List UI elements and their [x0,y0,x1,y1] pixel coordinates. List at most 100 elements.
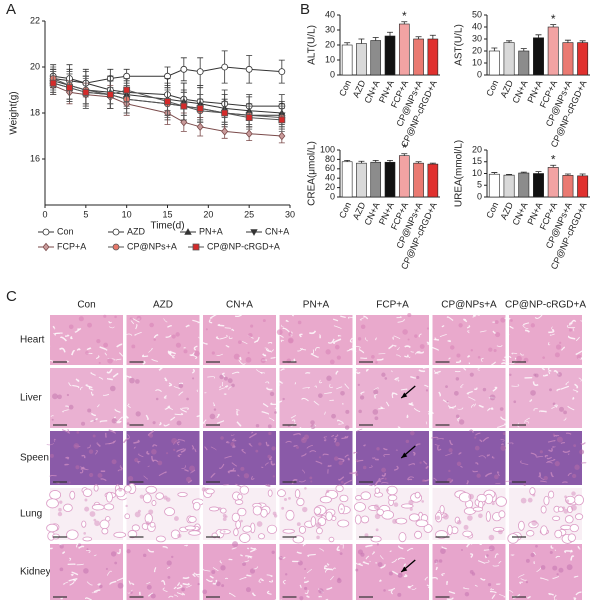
tissue-texture [99,346,108,351]
tissue-texture [329,383,333,388]
tissue-texture [57,394,62,400]
tissue-texture [161,580,166,585]
tissue-texture [566,564,573,571]
tissue-texture [268,417,275,422]
tissue-texture [570,504,577,511]
tissue-texture [448,448,453,453]
tissue-texture [494,553,499,559]
tissue-texture [430,346,440,351]
tissue-texture [404,354,409,358]
tissue-texture [96,338,101,344]
tissue-texture [309,330,317,335]
tissue-texture [127,434,130,439]
tissue-texture [239,576,247,580]
tissue-texture [250,548,257,553]
tissue-texture [62,581,69,585]
tissue-texture [438,559,443,563]
tissue-texture [59,567,64,572]
error-bar [564,39,571,43]
tissue-texture [146,581,151,585]
tissue-texture [373,504,379,510]
tissue-texture [562,506,566,510]
tissue-texture [530,323,535,328]
tissue-texture [202,419,207,424]
tissue-texture [323,567,333,571]
tissue-texture [103,503,115,511]
tissue-texture [75,465,80,470]
tissue-texture [301,453,307,457]
bar [503,42,515,76]
arrow-head [401,566,408,572]
tissue-texture [522,325,529,329]
tissue-texture [88,449,94,454]
tissue-texture [554,549,557,551]
tissue-image [349,312,430,365]
tissue-texture [369,465,373,469]
tissue-texture [331,434,335,438]
tissue-texture [448,469,451,473]
tissue-texture [268,579,274,583]
tissue-texture [173,586,177,590]
tissue-texture [448,405,457,409]
tissue-texture [567,472,572,477]
tissue-texture [439,333,447,338]
tissue-texture [252,505,262,516]
tissue-texture [557,372,562,377]
tissue-texture [405,439,410,444]
tissue-texture [354,369,358,372]
tissue-texture [344,435,349,439]
tissue-texture [328,536,335,543]
tissue-texture [104,352,108,356]
tissue-texture [550,472,554,478]
tissue-texture [507,317,511,321]
tissue-texture [577,545,581,550]
tissue-texture [310,480,313,483]
tissue-texture [566,324,576,329]
tissue-texture [271,550,275,554]
marker [42,228,50,236]
tissue-texture [470,553,474,558]
tissue-texture [111,459,117,465]
tissue-texture [571,491,576,496]
tissue-texture [409,507,413,511]
tissue-texture [225,440,230,444]
tissue-texture [265,462,269,466]
x-tick-label: 25 [244,209,254,219]
tissue-texture [498,561,502,564]
legend-label: Con [57,226,74,236]
tissue-texture [493,348,497,353]
error-bar [535,171,542,174]
tissue-texture [219,374,224,380]
tissue-texture [151,449,157,455]
error-bar [520,48,527,51]
marker [278,116,286,124]
tissue-texture [145,521,150,526]
tissue-texture [381,481,389,484]
tissue-texture [504,480,512,482]
tissue-texture [58,507,62,512]
y-tick-label: 0 [330,69,335,79]
tissue-texture [500,317,506,323]
tissue-texture [147,548,155,553]
tissue-texture [310,353,319,358]
bar [370,161,382,198]
tissue-texture [578,377,582,382]
tissue-texture [212,402,216,407]
tissue-texture [313,400,320,406]
marker [278,68,286,75]
tissue-texture [135,324,138,330]
tissue-texture [57,511,63,517]
tissue-texture [124,513,131,520]
tissue-texture [143,475,149,480]
tissue-texture [102,393,110,396]
tissue-texture [441,325,445,328]
tissue-texture [552,433,555,436]
tissue-texture [404,345,411,349]
tissue-texture [266,524,278,534]
tissue-texture [127,404,131,409]
tissue-texture [142,553,147,558]
tissue-texture [389,550,392,553]
tissue-texture [237,493,243,500]
tissue-texture [349,337,353,343]
marker [180,65,188,73]
